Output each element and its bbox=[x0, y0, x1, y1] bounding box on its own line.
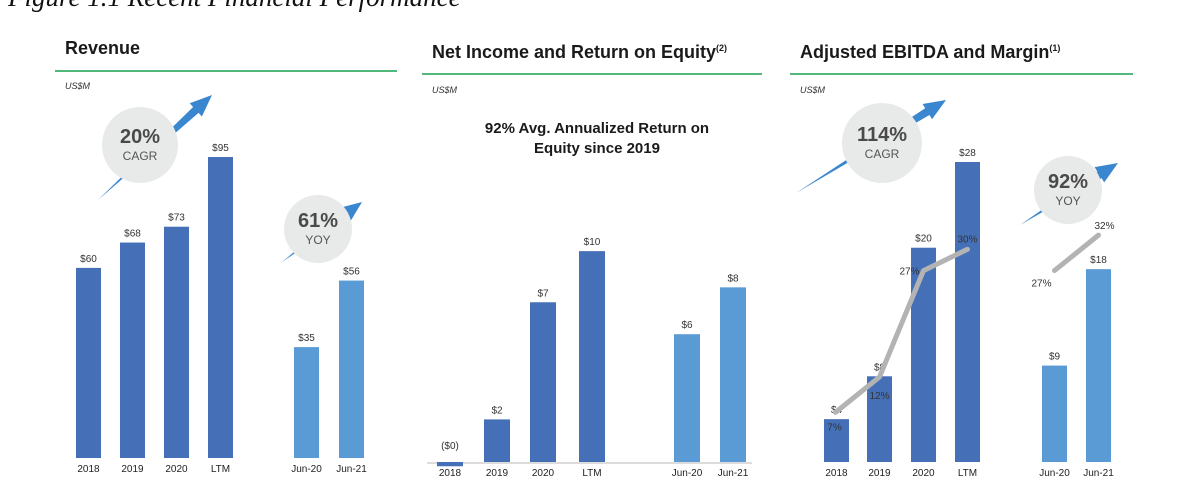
growth-badge bbox=[284, 195, 352, 263]
figure-title: Figure 1.1 Recent Financial Performance bbox=[7, 0, 461, 12]
footnote-marker: (1) bbox=[1049, 43, 1060, 53]
bar-2019 bbox=[120, 242, 145, 458]
margin-label: 27% bbox=[1031, 279, 1051, 290]
chart-title: Net Income and Return on Equity(2) bbox=[432, 42, 727, 62]
bar-jun-20 bbox=[674, 334, 700, 462]
margin-label: 30% bbox=[957, 234, 977, 245]
bar-2020 bbox=[530, 302, 556, 462]
margin-label: 27% bbox=[899, 267, 919, 278]
bar-jun-21 bbox=[339, 280, 364, 458]
growth-badge bbox=[102, 107, 178, 183]
data-label: $95 bbox=[212, 143, 229, 154]
bar-jun-20 bbox=[1042, 365, 1067, 462]
chart-title: Adjusted EBITDA and Margin(1) bbox=[800, 42, 1060, 62]
bar-ltm bbox=[579, 251, 605, 462]
chart-subtitle: Equity since 2019 bbox=[534, 140, 660, 157]
x-tick-label: Jun-21 bbox=[718, 468, 749, 479]
badge-label: YOY bbox=[1055, 194, 1080, 208]
bar-jun-20 bbox=[294, 347, 319, 458]
data-label: $6 bbox=[681, 320, 693, 331]
badge-value: 92% bbox=[1048, 171, 1088, 193]
unit-label: US$M bbox=[65, 81, 91, 91]
x-tick-label: 2018 bbox=[439, 468, 462, 479]
data-label: $68 bbox=[124, 229, 141, 240]
bar-2018 bbox=[824, 419, 849, 462]
data-label: $28 bbox=[959, 148, 976, 159]
x-tick-label: 2019 bbox=[486, 468, 509, 479]
margin-label: 7% bbox=[827, 422, 842, 433]
bar-2018 bbox=[437, 462, 463, 467]
badge-value: 61% bbox=[298, 210, 338, 232]
x-tick-label: Jun-20 bbox=[291, 464, 322, 475]
x-tick-label: 2019 bbox=[868, 468, 891, 479]
data-label: $7 bbox=[537, 288, 549, 299]
chart-1: Revenue US$M 20%CAGR 61%YOY $60 2018 $68 2019 $7… bbox=[55, 38, 397, 475]
x-tick-label: Jun-20 bbox=[672, 468, 703, 479]
bar-ltm bbox=[955, 162, 980, 462]
chart-subtitle: 92% Avg. Annualized Return on bbox=[485, 120, 709, 137]
x-tick-label: Jun-21 bbox=[336, 464, 367, 475]
chart-title: Revenue bbox=[65, 38, 140, 58]
margin-line bbox=[1052, 232, 1101, 274]
badge-label: CAGR bbox=[123, 149, 158, 163]
data-label: $35 bbox=[298, 333, 315, 344]
bar-jun-21 bbox=[1086, 269, 1111, 462]
bar-2018 bbox=[76, 267, 101, 458]
data-label: $9 bbox=[1049, 352, 1061, 363]
data-label: $60 bbox=[80, 254, 97, 265]
data-label: $20 bbox=[915, 234, 932, 245]
growth-badge bbox=[1034, 156, 1102, 224]
growth-badge bbox=[842, 103, 922, 183]
data-label: $10 bbox=[584, 237, 601, 248]
x-tick-label: 2018 bbox=[825, 468, 848, 479]
margin-line bbox=[833, 246, 970, 415]
badge-value: 20% bbox=[120, 126, 160, 148]
x-tick-label: 2020 bbox=[532, 468, 555, 479]
chart-2: Net Income and Return on Equity(2) US$M 92… bbox=[422, 42, 762, 479]
margin-label: 32% bbox=[1094, 221, 1114, 232]
x-tick-label: 2020 bbox=[165, 464, 188, 475]
footnote-marker: (2) bbox=[716, 43, 727, 53]
x-tick-label: Jun-21 bbox=[1083, 468, 1114, 479]
x-tick-label: Jun-20 bbox=[1039, 468, 1070, 479]
margin-label: 12% bbox=[869, 391, 889, 402]
data-label: $73 bbox=[168, 213, 185, 224]
bar-2019 bbox=[484, 419, 510, 462]
data-label: ($0) bbox=[441, 441, 459, 452]
badge-value: 114% bbox=[857, 124, 907, 146]
bar-2020 bbox=[164, 226, 189, 458]
data-label: $8 bbox=[874, 362, 886, 373]
unit-label: US$M bbox=[432, 85, 458, 95]
data-label: $56 bbox=[343, 267, 360, 278]
x-tick-label: 2018 bbox=[77, 464, 100, 475]
x-tick-label: 2020 bbox=[912, 468, 935, 479]
x-tick-label: 2019 bbox=[121, 464, 144, 475]
data-label: $2 bbox=[491, 405, 503, 416]
x-tick-label: LTM bbox=[582, 468, 601, 479]
data-label: $18 bbox=[1090, 255, 1107, 266]
x-tick-label: LTM bbox=[211, 464, 230, 475]
chart-3: Adjusted EBITDA and Margin(1) US$M 114%CAG… bbox=[790, 42, 1133, 479]
data-label: $8 bbox=[727, 273, 739, 284]
bar-jun-21 bbox=[720, 287, 746, 462]
bar-2020 bbox=[911, 247, 936, 462]
badge-label: CAGR bbox=[865, 147, 900, 161]
unit-label: US$M bbox=[800, 85, 826, 95]
bar-ltm bbox=[208, 157, 233, 458]
badge-label: YOY bbox=[305, 233, 330, 247]
bar-2019 bbox=[867, 376, 892, 462]
x-tick-label: LTM bbox=[958, 468, 977, 479]
